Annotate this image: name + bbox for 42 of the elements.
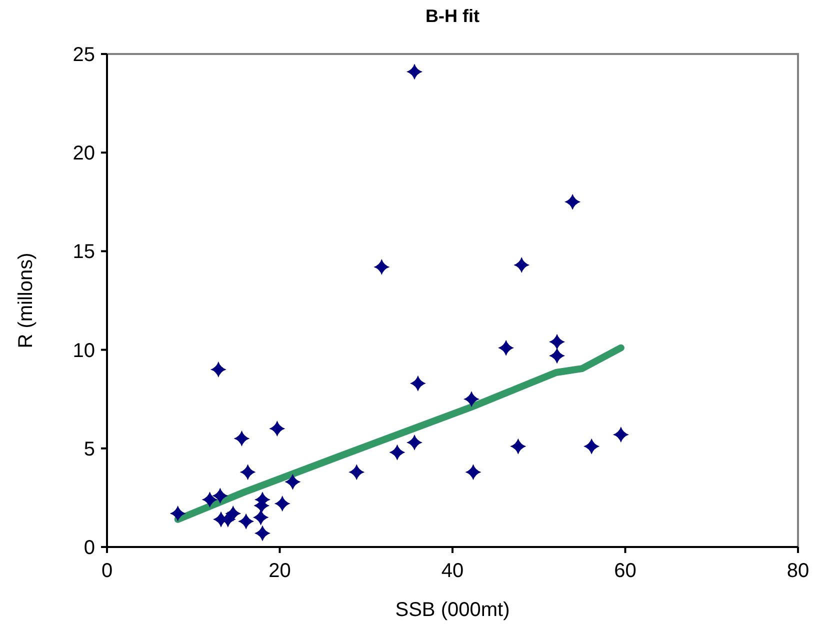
- y-axis-title: R (millons): [15, 252, 37, 348]
- point: [410, 375, 426, 392]
- y-tick-label: 10: [72, 340, 95, 362]
- point: [406, 64, 422, 80]
- chart-title: B-H fit: [426, 6, 480, 26]
- point: [212, 488, 228, 504]
- point: [374, 258, 390, 275]
- point: [549, 348, 566, 364]
- point: [612, 426, 629, 443]
- x-axis-title: SSB (000mt): [395, 599, 510, 621]
- point: [254, 525, 270, 542]
- point: [564, 194, 581, 210]
- point: [584, 438, 600, 454]
- point: [274, 496, 290, 512]
- x-tick-label: 0: [101, 560, 113, 582]
- point: [510, 438, 526, 454]
- x-tick-label: 20: [268, 560, 291, 582]
- x-tick-label: 60: [614, 560, 636, 582]
- point: [202, 492, 218, 508]
- point: [464, 391, 480, 408]
- point: [269, 420, 286, 437]
- point: [465, 464, 482, 480]
- x-tick-label: 40: [441, 560, 464, 582]
- point: [240, 464, 256, 480]
- x-tick-label: 80: [786, 560, 810, 582]
- point: [170, 505, 186, 522]
- point: [406, 434, 422, 450]
- point: [238, 513, 254, 530]
- y-tick-label: 0: [84, 537, 95, 559]
- point: [514, 257, 530, 274]
- point: [210, 362, 226, 378]
- point: [234, 430, 250, 447]
- y-tick-label: 15: [72, 241, 95, 264]
- point: [549, 334, 566, 350]
- point: [498, 340, 514, 356]
- point: [284, 474, 301, 490]
- point: [252, 509, 269, 526]
- y-tick-label: 20: [72, 142, 95, 165]
- y-tick-label: 5: [84, 438, 95, 460]
- y-tick-label: 25: [72, 44, 95, 66]
- point: [389, 444, 406, 460]
- point: [348, 464, 365, 480]
